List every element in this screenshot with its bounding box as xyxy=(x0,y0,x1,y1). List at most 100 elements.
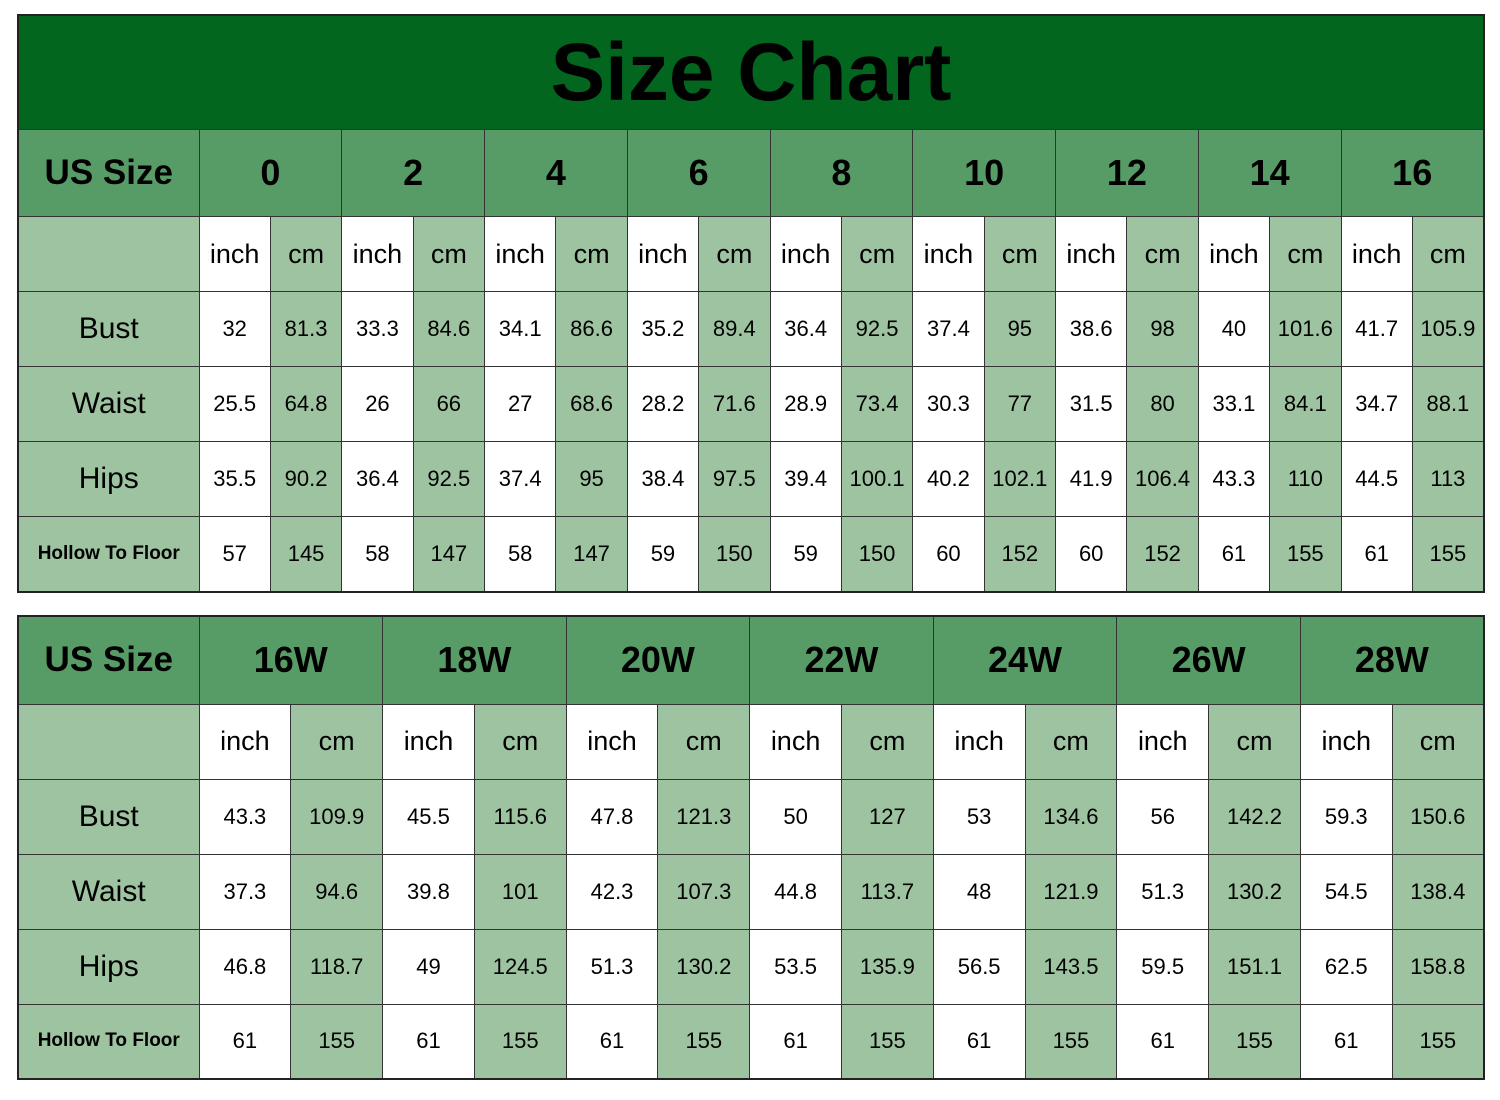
measurement-row: Hips 46.8 118.7 49 124.5 51.3 130.2 53.5 135.9 56… xyxy=(17,928,1485,1005)
value-inch: 35.2 xyxy=(626,291,700,367)
measurement-row: Hollow To Floor 61 155 61 155 61 155 61 155 61 155… xyxy=(17,1003,1485,1080)
value-cm: 90.2 xyxy=(269,441,343,517)
value-cm: 107.3 xyxy=(657,853,751,930)
value-inch: 62.5 xyxy=(1299,928,1393,1005)
size-heading: 16 xyxy=(1340,129,1485,217)
value-cm: 155 xyxy=(1208,1003,1301,1080)
value-cm: 150.6 xyxy=(1391,778,1485,855)
size-heading: 14 xyxy=(1197,129,1342,217)
unit-cm: cm xyxy=(1024,703,1118,780)
value-inch: 56.5 xyxy=(932,928,1026,1005)
value-cm: 155 xyxy=(1269,516,1342,592)
value-inch: 33.3 xyxy=(341,291,414,367)
value-inch: 44.8 xyxy=(749,853,842,930)
unit-cm: cm xyxy=(840,216,914,292)
value-inch: 38.6 xyxy=(1054,291,1128,367)
unit-cm: cm xyxy=(698,216,771,292)
value-cm: 150 xyxy=(698,516,771,592)
unit-cm: cm xyxy=(983,216,1057,292)
value-cm: 142.2 xyxy=(1208,778,1301,855)
value-inch: 28.9 xyxy=(769,366,842,442)
value-cm: 81.3 xyxy=(269,291,343,367)
measurement-label: Hips xyxy=(17,441,200,517)
size-header-row: US Size 16W 18W 20W 22W 24W 26W 28W xyxy=(17,615,1485,705)
value-inch: 48 xyxy=(932,853,1026,930)
value-cm: 109.9 xyxy=(290,778,384,855)
unit-row-label-blank xyxy=(17,216,200,292)
measurement-row: Hips 35.5 90.2 36.4 92.5 37.4 95 38.4 97.5 39.4 10… xyxy=(17,441,1485,517)
value-cm: 100.1 xyxy=(840,441,914,517)
size-heading: 20W xyxy=(565,615,751,705)
value-inch: 35.5 xyxy=(198,441,271,517)
value-cm: 110 xyxy=(1269,441,1342,517)
value-inch: 37.4 xyxy=(912,291,985,367)
value-inch: 50 xyxy=(749,778,842,855)
value-inch: 37.4 xyxy=(483,441,557,517)
value-inch: 44.5 xyxy=(1340,441,1413,517)
measurement-label: Hollow To Floor xyxy=(17,1003,200,1080)
value-cm: 113 xyxy=(1411,441,1485,517)
value-cm: 143.5 xyxy=(1024,928,1118,1005)
measurement-row: Waist 37.3 94.6 39.8 101 42.3 107.3 44.8 113.7 48… xyxy=(17,853,1485,930)
unit-cm: cm xyxy=(412,216,486,292)
value-cm: 66 xyxy=(412,366,486,442)
unit-inch: inch xyxy=(382,703,475,780)
unit-cm: cm xyxy=(1269,216,1342,292)
value-cm: 101 xyxy=(473,853,567,930)
value-cm: 147 xyxy=(555,516,628,592)
value-inch: 26 xyxy=(341,366,414,442)
value-cm: 152 xyxy=(983,516,1057,592)
measurement-label: Bust xyxy=(17,291,200,367)
value-cm: 127 xyxy=(840,778,934,855)
value-cm: 145 xyxy=(269,516,343,592)
size-heading: 12 xyxy=(1055,129,1199,217)
value-cm: 121.3 xyxy=(657,778,751,855)
value-cm: 155 xyxy=(473,1003,567,1080)
value-cm: 151.1 xyxy=(1208,928,1301,1005)
value-inch: 43.3 xyxy=(198,778,292,855)
value-inch: 41.9 xyxy=(1054,441,1128,517)
value-inch: 58 xyxy=(483,516,557,592)
value-inch: 61 xyxy=(198,1003,292,1080)
unit-cm: cm xyxy=(1391,703,1485,780)
unit-inch: inch xyxy=(932,703,1026,780)
value-cm: 77 xyxy=(983,366,1057,442)
value-inch: 61 xyxy=(749,1003,842,1080)
value-cm: 92.5 xyxy=(840,291,914,367)
value-cm: 121.9 xyxy=(1024,853,1118,930)
size-chart-table-plus: US Size 16W 18W 20W 22W 24W 26W 28W inch cm inch cm… xyxy=(17,615,1485,1080)
value-inch: 61 xyxy=(1299,1003,1393,1080)
unit-inch: inch xyxy=(1054,216,1128,292)
size-heading: 24W xyxy=(932,615,1118,705)
value-inch: 47.8 xyxy=(565,778,659,855)
unit-row: inch cm inch cm inch cm inch cm inch cm inch cm inch… xyxy=(17,216,1485,292)
unit-cm: cm xyxy=(555,216,628,292)
value-inch: 46.8 xyxy=(198,928,292,1005)
us-size-label: US Size xyxy=(17,129,200,217)
value-inch: 56 xyxy=(1116,778,1210,855)
value-cm: 89.4 xyxy=(698,291,771,367)
value-inch: 37.3 xyxy=(198,853,292,930)
value-inch: 27 xyxy=(483,366,557,442)
value-cm: 155 xyxy=(840,1003,934,1080)
unit-inch: inch xyxy=(769,216,842,292)
value-inch: 42.3 xyxy=(565,853,659,930)
us-size-label: US Size xyxy=(17,615,200,705)
value-inch: 60 xyxy=(912,516,985,592)
value-inch: 54.5 xyxy=(1299,853,1393,930)
unit-inch: inch xyxy=(341,216,414,292)
measurement-row: Bust 32 81.3 33.3 84.6 34.1 86.6 35.2 89.4 36.4 92… xyxy=(17,291,1485,367)
value-inch: 25.5 xyxy=(198,366,271,442)
unit-inch: inch xyxy=(626,216,700,292)
value-inch: 33.1 xyxy=(1197,366,1271,442)
value-inch: 61 xyxy=(1197,516,1271,592)
value-inch: 61 xyxy=(932,1003,1026,1080)
measurement-label: Waist xyxy=(17,366,200,442)
value-inch: 57 xyxy=(198,516,271,592)
unit-inch: inch xyxy=(749,703,842,780)
unit-cm: cm xyxy=(290,703,384,780)
value-cm: 97.5 xyxy=(698,441,771,517)
value-inch: 34.1 xyxy=(483,291,557,367)
size-heading: 18W xyxy=(382,615,567,705)
value-cm: 101.6 xyxy=(1269,291,1342,367)
